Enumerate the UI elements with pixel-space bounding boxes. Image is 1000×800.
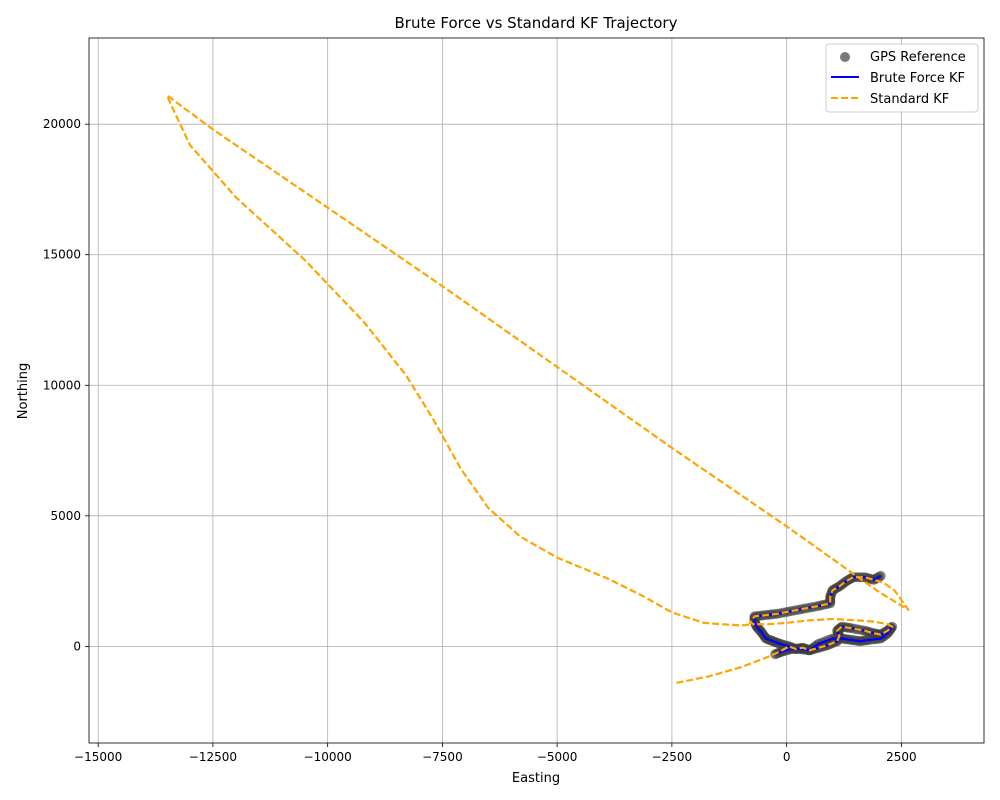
y-axis-label: Northing [16,363,31,419]
x-axis-label: Easting [512,771,560,786]
legend-box [825,43,979,113]
x-tick-label: −12500 [189,750,237,764]
x-tick-label: 2500 [886,750,917,764]
legend-gps-marker [840,52,850,62]
grid-lines [89,38,984,743]
y-tick-label: 0 [73,639,81,653]
x-tick-label: −15000 [74,750,122,764]
x-tick-label: −2500 [652,750,693,764]
y-tick-label: 15000 [43,248,81,262]
standard-kf-line [165,94,910,684]
y-tick-label: 5000 [50,509,81,523]
legend-gps-label: GPS Reference [870,50,966,65]
x-tick-label: −5000 [537,750,578,764]
x-tick-label: −7500 [422,750,463,764]
x-tick-label: 0 [783,750,791,764]
legend: GPS Reference Brute Force KF Standard KF [825,43,979,113]
plot-area-frame [88,37,985,744]
legend-standard-label: Standard KF [870,92,949,107]
y-tick-label: 20000 [43,117,81,131]
chart-title: Brute Force vs Standard KF Trajectory [395,14,678,32]
legend-brute-label: Brute Force KF [870,71,965,86]
data-series [165,94,910,684]
y-axis-ticks: 0 5000 10000 15000 20000 [43,117,89,653]
y-tick-label: 10000 [43,378,81,392]
x-axis-ticks: −15000 −12500 −10000 −7500 −5000 −2500 0 2500 [74,743,917,764]
x-tick-label: −10000 [304,750,352,764]
